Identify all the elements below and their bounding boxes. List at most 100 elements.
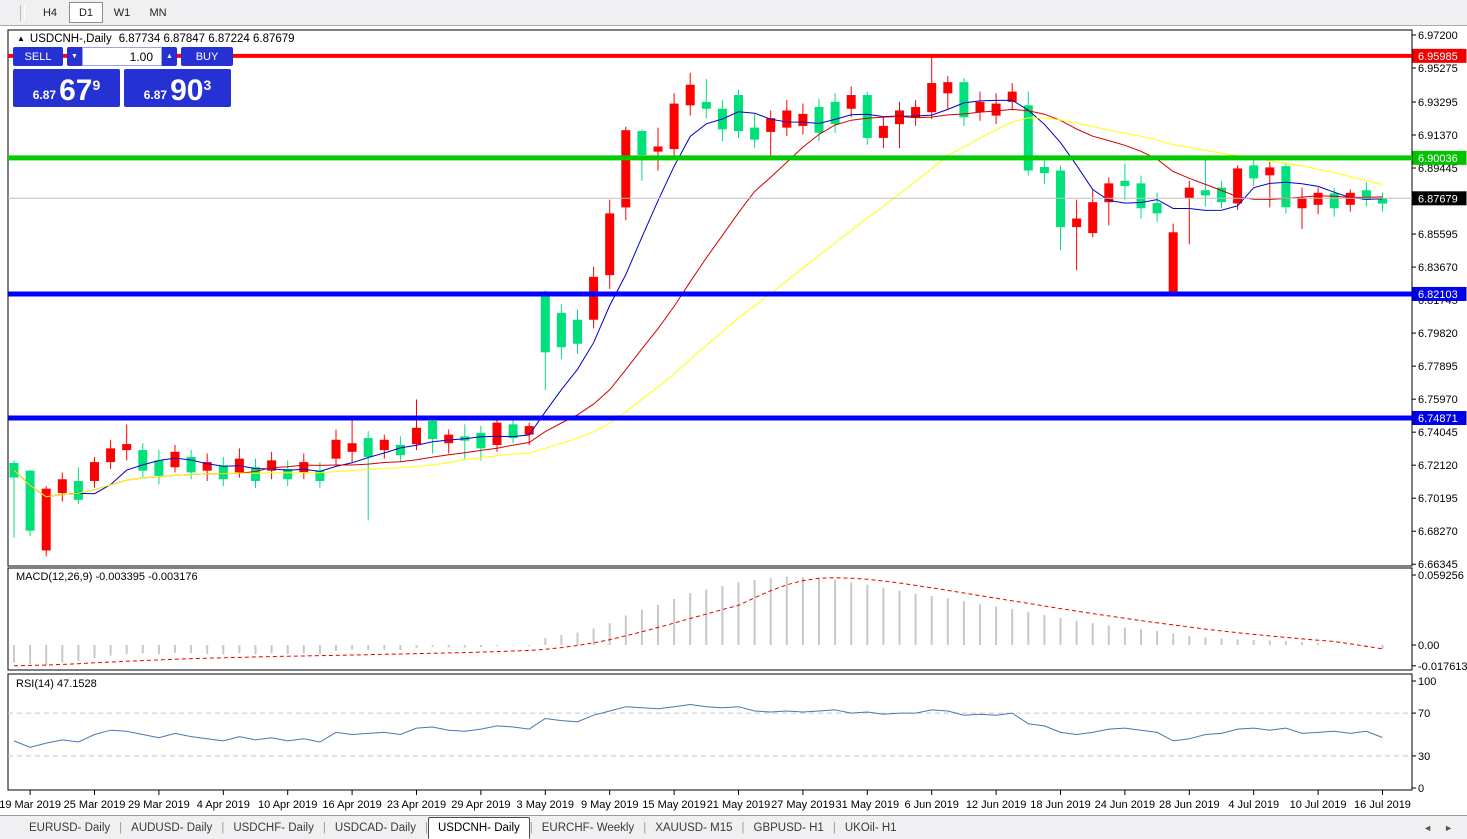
date-tick-label: 15 May 2019 bbox=[642, 799, 706, 811]
price-tick-label: 6.66345 bbox=[1418, 559, 1458, 571]
tab-xauusd-m15[interactable]: XAUUSD- M15 bbox=[655, 821, 733, 834]
candle-body bbox=[1072, 218, 1082, 228]
candle-body bbox=[202, 462, 212, 471]
price-pane-frame bbox=[7, 29, 1413, 567]
tab-usdcnh-daily[interactable]: USDCNH- Daily bbox=[427, 816, 530, 839]
candle-body bbox=[895, 110, 904, 125]
candle-body bbox=[1200, 190, 1210, 196]
price-tick-label: 6.70195 bbox=[1418, 493, 1458, 505]
ma-mid-line bbox=[13, 108, 1383, 498]
candle-body bbox=[669, 103, 679, 150]
tab-gbpusd-h1[interactable]: GBPUSD- H1 bbox=[753, 821, 824, 834]
price-label-badge bbox=[1412, 286, 1467, 301]
tab-separator: | bbox=[424, 821, 428, 834]
tab-usdchf-daily[interactable]: USDCHF- Daily bbox=[233, 821, 314, 834]
candle-body bbox=[1152, 203, 1162, 214]
candle-body bbox=[1329, 193, 1339, 209]
tab-scroll-left-icon[interactable]: ◄ bbox=[1423, 822, 1433, 833]
price-tick-label: 6.72120 bbox=[1418, 460, 1458, 472]
rsi-tick-label: 0 bbox=[1418, 783, 1424, 795]
macd-tick-label: 0.059256 bbox=[1418, 570, 1464, 582]
date-tick-label: 16 Jul 2019 bbox=[1354, 799, 1411, 811]
candle-body bbox=[1136, 183, 1146, 209]
candle-body bbox=[991, 103, 1001, 116]
buy-button[interactable]: BUY bbox=[181, 47, 233, 66]
date-tick-label: 9 May 2019 bbox=[581, 799, 638, 811]
ma-fast-line bbox=[13, 99, 1383, 498]
tab-scroll-right-icon[interactable]: ► bbox=[1444, 822, 1453, 833]
timeframe-toolbar: H4 D1 W1 MN bbox=[0, 0, 1467, 26]
chart-ohlc-values: 6.87734 6.87847 6.87224 6.87679 bbox=[118, 33, 295, 45]
collapse-arrow-icon[interactable]: ▲ bbox=[17, 34, 25, 43]
tab-eurusd-daily[interactable]: EURUSD- Daily bbox=[29, 821, 111, 834]
candle-body bbox=[589, 276, 599, 320]
rsi-indicator-label: RSI(14) 47.1528 bbox=[16, 678, 97, 690]
volume-decrease-button[interactable]: ▼ bbox=[67, 47, 82, 66]
timeframe-button-w1[interactable]: W1 bbox=[113, 6, 131, 19]
date-tick-label: 12 Jun 2019 bbox=[966, 799, 1027, 811]
volume-input[interactable]: 1.00 bbox=[82, 47, 162, 66]
volume-increase-button[interactable]: ▲ bbox=[162, 47, 177, 66]
candle-body bbox=[1007, 91, 1017, 102]
price-tick-label: 6.79820 bbox=[1418, 328, 1458, 340]
tab-audusd-daily[interactable]: AUDUSD- Daily bbox=[131, 821, 213, 834]
date-tick-label: 29 Mar 2019 bbox=[128, 799, 190, 811]
timeframe-button-mn[interactable]: MN bbox=[149, 6, 167, 19]
candle-body bbox=[975, 101, 985, 113]
buy-price-prefix: 6.87 bbox=[143, 88, 168, 102]
candle-body bbox=[508, 424, 518, 439]
candle-body bbox=[621, 130, 631, 208]
candle-body bbox=[1039, 167, 1049, 174]
buy-price-box[interactable]: 6.87 90 3 bbox=[124, 69, 231, 107]
rsi-pane: 100 70 30 0 bbox=[8, 676, 1436, 795]
candle-body bbox=[299, 462, 309, 473]
rsi-line bbox=[13, 703, 1383, 748]
price-tick-label: 6.91370 bbox=[1418, 130, 1458, 142]
candle-body bbox=[379, 439, 389, 451]
candle-body bbox=[25, 470, 35, 531]
price-label-text: 6.87679 bbox=[1418, 193, 1458, 205]
rsi-tick-label: 70 bbox=[1418, 708, 1430, 720]
price-tick-label: 6.68270 bbox=[1418, 526, 1458, 538]
date-tick-label: 4 Jul 2019 bbox=[1228, 799, 1279, 811]
price-label-text: 6.90036 bbox=[1418, 153, 1458, 165]
candle-body bbox=[267, 460, 277, 471]
sell-price-box[interactable]: 6.87 67 9 bbox=[13, 69, 120, 107]
candle-body bbox=[1233, 168, 1243, 204]
sell-button[interactable]: SELL bbox=[13, 47, 63, 66]
chart-title: ▲ USDCNH-,Daily 6.87734 6.87847 6.87224 6.… bbox=[17, 33, 295, 45]
price-tick-label: 6.97200 bbox=[1418, 30, 1458, 42]
price-label-badge bbox=[1412, 150, 1467, 165]
candlesticks bbox=[9, 55, 1387, 557]
candle-body bbox=[766, 118, 776, 132]
candle-body bbox=[1168, 232, 1178, 293]
price-label-text: 6.95985 bbox=[1418, 51, 1458, 63]
price-axis-labels: 6.97200 6.95275 6.93295 6.91370 6.89445 6.855… bbox=[1412, 30, 1458, 571]
candle-body bbox=[1023, 105, 1033, 171]
candle-body bbox=[814, 107, 824, 133]
price-tick-label: 6.95275 bbox=[1418, 63, 1458, 75]
tab-separator: | bbox=[322, 821, 326, 834]
timeframe-button-h4[interactable]: H4 bbox=[42, 6, 58, 19]
toolbar-grip bbox=[20, 4, 25, 21]
tab-usdcad-daily[interactable]: USDCAD- Daily bbox=[334, 821, 416, 834]
candle-body bbox=[170, 451, 180, 468]
one-click-trade-panel: SELL ▼ 1.00 ▲ BUY 6.87 67 9 6.87 90 3 bbox=[13, 47, 235, 107]
date-tick-label: 19 Mar 2019 bbox=[0, 799, 61, 811]
candle-body bbox=[556, 312, 566, 348]
date-tick-label: 4 Apr 2019 bbox=[197, 799, 250, 811]
tab-ukoil-h1[interactable]: UKOil- H1 bbox=[844, 821, 897, 834]
timeframe-button-d1[interactable]: D1 bbox=[69, 2, 103, 23]
macd-tick-label: 0.00 bbox=[1418, 640, 1439, 652]
date-tick-label: 10 Apr 2019 bbox=[258, 799, 317, 811]
chart-canvas[interactable]: 6.97200 6.95275 6.93295 6.91370 6.89445 6.855… bbox=[0, 25, 1467, 815]
candle-body bbox=[347, 443, 357, 452]
candle-body bbox=[331, 439, 341, 459]
candle-body bbox=[524, 426, 534, 435]
tab-separator: | bbox=[741, 821, 745, 834]
macd-pane-frame bbox=[7, 567, 1413, 671]
price-label-text: 6.82103 bbox=[1418, 289, 1458, 301]
candle-body bbox=[750, 127, 760, 140]
tab-eurchf-weekly[interactable]: EURCHF- Weekly bbox=[541, 821, 635, 834]
candle-body bbox=[943, 82, 953, 94]
